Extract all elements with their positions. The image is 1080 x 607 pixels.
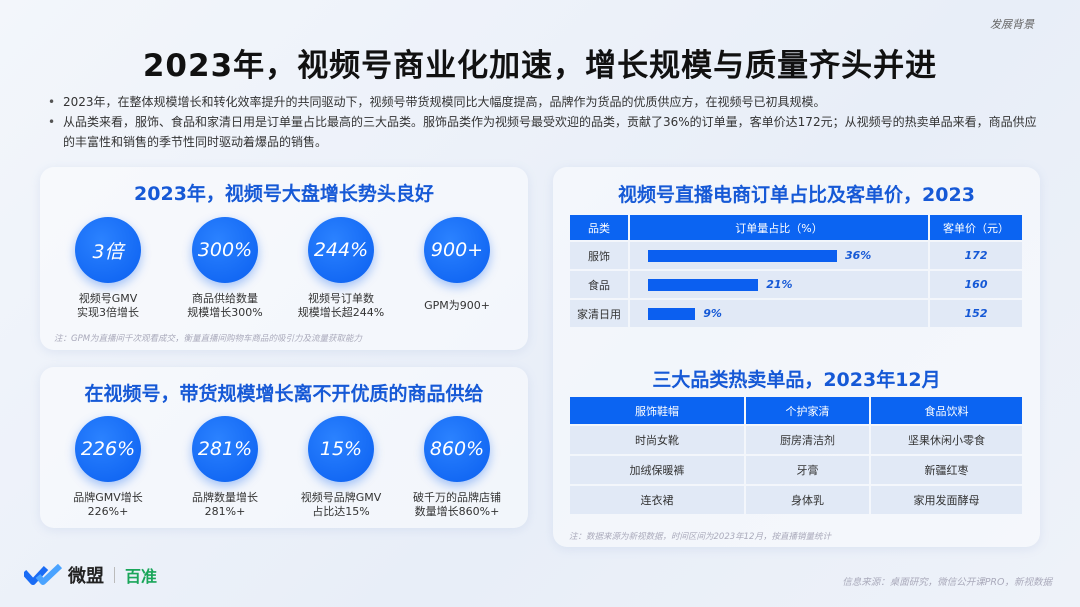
column-header: 服饰鞋帽 (570, 397, 744, 424)
stat-item: 226% 品牌GMV增长 226%+ (50, 416, 166, 519)
share-bar (648, 278, 759, 291)
table-row: 连衣裙 身体乳 家用发面酵母 (570, 486, 1022, 514)
section-label: 发展背景 (990, 18, 1034, 31)
growth-panel: 2023年，视频号大盘增长势头良好 3倍视频号GMV 实现3倍增长 300% 商品… (40, 167, 528, 350)
table-cell: 连衣裙 (570, 486, 744, 514)
footnote: 注：数据来源为新视数据，时间区间为2023年12月，按直播销量统计 (569, 532, 831, 542)
stat-circle: 300% (192, 217, 258, 283)
panel-title: 在视频号，带货规模增长离不开优质的商品供给 (84, 383, 484, 405)
supply-panel: 在视频号，带货规模增长离不开优质的商品供给 226% 品牌GMV增长 226%+ … (40, 367, 528, 528)
stat-circle: 860% (424, 416, 490, 482)
table-cell: 加绒保暖裤 (570, 456, 744, 484)
stat-circle: 15% (308, 416, 374, 482)
table-cell: 身体乳 (746, 486, 869, 514)
order-share-table: 品类 订单量占比（%） 客单价（元） 服饰 36% 172 食品 21% 160 家清日用 9… (568, 213, 1024, 329)
stat-label: 视频号GMV 实现3倍增长 (77, 292, 139, 319)
share-label: 9% (703, 307, 722, 321)
stat-item: 281% 品牌数量增长 281%+ (167, 416, 283, 519)
panel-title: 视频号直播电商订单占比及客单价，2023 (618, 184, 975, 206)
stat-label: 视频号品牌GMV 占比达15% (300, 491, 382, 518)
stat-circle: 900+ (424, 217, 490, 283)
page-title: 2023年，视频号商业化加速，增长规模与质量齐头并进 (142, 48, 938, 84)
divider (114, 567, 115, 583)
stat-circle: 226% (75, 416, 141, 482)
table-cell: 厨房清洁剂 (746, 426, 869, 454)
summary-bullets: 2023年，在整体规模增长和转化效率提升的共同驱动下，视频号带货规模同比大幅度提… (48, 92, 1038, 152)
footnote: 注：GPM为直播间千次观看成交，衡量直播间购物车商品的吸引力及流量获取能力 (54, 334, 363, 344)
category-cell: 食品 (570, 271, 628, 298)
bullet-item: 从品类来看，服饰、食品和家清日用是订单量占比最高的三大品类。服饰品类作为视频号最… (48, 112, 1038, 152)
table-row: 食品 21% 160 (570, 271, 1022, 298)
category-panel: 视频号直播电商订单占比及客单价，2023 品类 订单量占比（%） 客单价（元） 服饰… (553, 167, 1040, 547)
stat-item: 3倍视频号GMV 实现3倍增长 (50, 217, 166, 320)
table-row: 服饰 36% 172 (570, 242, 1022, 269)
table-row: 时尚女靴 厨房清洁剂 坚果休闲小零食 (570, 426, 1022, 454)
column-header: 订单量占比（%） (630, 215, 928, 240)
table-row: 加绒保暖裤 牙膏 新疆红枣 (570, 456, 1022, 484)
column-header: 食品饮料 (871, 397, 1022, 424)
panel-title: 2023年，视频号大盘增长势头良好 (134, 183, 434, 205)
table-cell: 新疆红枣 (871, 456, 1022, 484)
stat-label: 品牌数量增长 281%+ (192, 491, 258, 518)
stat-item: 15% 视频号品牌GMV 占比达15% (283, 416, 399, 519)
share-label: 21% (766, 278, 793, 292)
partner-brand: 百准 (125, 567, 158, 586)
share-bar (648, 307, 696, 320)
table-cell: 坚果休闲小零食 (871, 426, 1022, 454)
column-header: 客单价（元） (930, 215, 1022, 240)
stat-label: 品牌GMV增长 226%+ (73, 491, 143, 518)
stat-item: 900+ GPM为900+ (399, 217, 515, 313)
logo: 微盟 百准 (24, 562, 157, 588)
table-cell: 家用发面酵母 (871, 486, 1022, 514)
stat-label: GPM为900+ (424, 299, 490, 312)
stat-label: 视频号订单数 规模增长超244% (297, 292, 385, 319)
share-label: 36% (845, 249, 872, 263)
stat-item: 860% 破千万的品牌店铺 数量增长860%+ (399, 416, 515, 519)
price-cell: 172 (930, 242, 1022, 269)
bestseller-table: 服饰鞋帽 个护家清 食品饮料 时尚女靴 厨房清洁剂 坚果休闲小零食 加绒保暖裤 牙膏 新疆红… (568, 395, 1024, 516)
category-cell: 服饰 (570, 242, 628, 269)
column-header: 品类 (570, 215, 628, 240)
source-note: 信息来源：桌面研究，微信公开课PRO，新视数据 (842, 577, 1052, 588)
stat-circle: 3倍 (75, 217, 141, 283)
stat-circle: 244% (308, 217, 374, 283)
stat-label: 破千万的品牌店铺 数量增长860%+ (413, 491, 501, 518)
weimob-logo-icon (24, 564, 63, 585)
share-bar (648, 249, 837, 262)
stat-label: 商品供给数量 规模增长300% (187, 292, 263, 319)
category-cell: 家清日用 (570, 300, 628, 327)
table-row: 家清日用 9% 152 (570, 300, 1022, 327)
panel-subtitle: 三大品类热卖单品，2023年12月 (652, 369, 941, 391)
stat-circle: 281% (192, 416, 258, 482)
stat-item: 300% 商品供给数量 规模增长300% (167, 217, 283, 320)
table-cell: 牙膏 (746, 456, 869, 484)
price-cell: 152 (930, 300, 1022, 327)
brand-name: 微盟 (68, 566, 104, 587)
bullet-item: 2023年，在整体规模增长和转化效率提升的共同驱动下，视频号带货规模同比大幅度提… (48, 92, 1038, 112)
table-cell: 时尚女靴 (570, 426, 744, 454)
column-header: 个护家清 (746, 397, 869, 424)
price-cell: 160 (930, 271, 1022, 298)
stat-item: 244% 视频号订单数 规模增长超244% (283, 217, 399, 320)
